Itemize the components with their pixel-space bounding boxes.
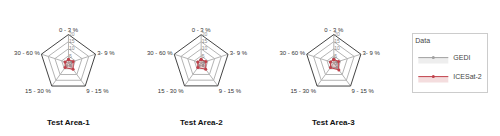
svg-text:10: 10 — [69, 45, 75, 51]
svg-text:0: 0 — [334, 60, 337, 66]
svg-text:0: 0 — [202, 60, 205, 66]
svg-text:Test Area-1: Test Area-1 — [47, 118, 90, 127]
svg-text:30 - 60 %: 30 - 60 % — [14, 50, 40, 56]
svg-text:20: 20 — [69, 31, 75, 37]
svg-text:9 - 15 %: 9 - 15 % — [86, 88, 109, 94]
svg-text:10: 10 — [202, 45, 208, 51]
svg-text:15: 15 — [69, 38, 75, 44]
svg-text:15 - 30 %: 15 - 30 % — [158, 88, 184, 94]
svg-text:0 - 3 %: 0 - 3 % — [324, 27, 344, 33]
svg-text:3- 9 %: 3- 9 % — [97, 50, 115, 56]
svg-text:15: 15 — [202, 38, 208, 44]
svg-text:0: 0 — [69, 60, 72, 66]
svg-text:15 - 30 %: 15 - 30 % — [25, 88, 51, 94]
svg-text:30 - 60 %: 30 - 60 % — [279, 50, 305, 56]
svg-text:3- 9 %: 3- 9 % — [230, 50, 248, 56]
svg-text:Test Area-3: Test Area-3 — [312, 118, 355, 127]
svg-text:20: 20 — [202, 31, 208, 37]
svg-text:9 - 15 %: 9 - 15 % — [219, 88, 242, 94]
svg-text:30 - 60 %: 30 - 60 % — [147, 50, 173, 56]
svg-text:9 - 15 %: 9 - 15 % — [352, 88, 375, 94]
svg-text:15 - 30 %: 15 - 30 % — [290, 88, 316, 94]
svg-text:3- 9 %: 3- 9 % — [363, 50, 381, 56]
svg-text:Data: Data — [415, 37, 430, 44]
svg-text:15: 15 — [334, 38, 340, 44]
svg-text:Test Area-2: Test Area-2 — [180, 118, 223, 127]
svg-text:5: 5 — [334, 53, 337, 59]
svg-text:20: 20 — [334, 31, 340, 37]
svg-text:GEDI: GEDI — [453, 54, 470, 61]
svg-text:5: 5 — [202, 53, 205, 59]
svg-text:0 - 3 %: 0 - 3 % — [59, 27, 79, 33]
svg-text:5: 5 — [69, 53, 72, 59]
svg-text:10: 10 — [334, 45, 340, 51]
svg-text:0 - 3 %: 0 - 3 % — [192, 27, 212, 33]
svg-text:ICESat-2: ICESat-2 — [453, 73, 482, 80]
